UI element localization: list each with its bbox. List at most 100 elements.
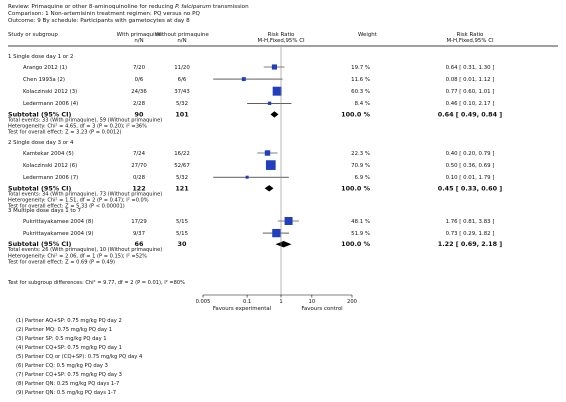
- study-ci: 0.77 [ 0.60, 1.01 ]: [446, 89, 495, 95]
- group-note: Heterogeneity: Chi² = 1.51, df = 2 (P = …: [8, 197, 149, 203]
- study-marker: [267, 101, 272, 105]
- study-name: Pukrittayakamee 2004 (8): [23, 219, 93, 225]
- study-marker: [265, 160, 276, 170]
- footnote: (7) Partner CQ+SP: 0.75 mg/kg PQ day 3: [16, 372, 122, 378]
- study-name: Ledermann 2006 (4): [23, 101, 78, 107]
- study-marker: [284, 217, 293, 225]
- favours-experimental: Favours experimental: [213, 306, 271, 312]
- group-title: 2 Single dose day 3 or 4: [8, 140, 74, 146]
- subtotal-without-n: 101: [175, 110, 188, 118]
- footnote: (2) Partner MQ: 0.75 mg/kg PQ day 1: [16, 327, 113, 333]
- study-marker: [241, 77, 246, 82]
- footnote: (6) Partner CQ: 0.5 mg/kg PQ day 3: [16, 363, 108, 369]
- study-weight: 60.3 %: [351, 89, 370, 95]
- study-without-value: 16/22: [174, 151, 190, 157]
- subtotal-label: Subtotal (95% CI): [8, 110, 71, 118]
- study-name: Kamtekar 2004 (5): [23, 151, 74, 157]
- x-tick-label: 200: [347, 299, 357, 305]
- group-title: 1 Single dose day 1 or 2: [8, 54, 73, 60]
- col-header-risk-ratio: Risk Ratio: [268, 32, 295, 38]
- study-weight: 6.9 %: [355, 175, 370, 181]
- comparison-line: Comparison: 1 Non-artemisinin treatment …: [8, 11, 200, 17]
- study-without-value: 5/32: [176, 101, 188, 107]
- group-note: Total events: 26 (With primaquine), 10 (…: [7, 247, 162, 253]
- study-ci: 0.10 [ 0.01, 1.79 ]: [446, 175, 495, 181]
- study-weight: 8.4 %: [355, 101, 370, 107]
- study-name: Arango 2012 (1): [23, 65, 67, 71]
- col-header-without-n: n/N: [177, 38, 186, 44]
- study-weight: 51.9 %: [351, 231, 370, 237]
- study-with-value: 24/36: [131, 89, 147, 95]
- study-weight: 11.6 %: [351, 77, 370, 83]
- study-without-value: 5/15: [176, 219, 188, 225]
- x-tick-label: 0.1: [243, 299, 251, 305]
- col-header-method: M-H,Fixed,95% CI: [257, 38, 305, 44]
- col-header-without: Without primaquine: [155, 32, 209, 38]
- group-note: Total events: 33 (With primaquine), 59 (…: [7, 117, 162, 123]
- study-with-value: 17/29: [131, 219, 147, 225]
- group-note: Heterogeneity: Chi² = 2.06, df = 1 (P = …: [8, 253, 147, 259]
- subtotal-with-n: 90: [135, 110, 144, 118]
- x-tick-label: 1: [279, 299, 282, 305]
- study-ci: 1.76 [ 0.81, 3.83 ]: [446, 219, 495, 225]
- study-name: Ledermann 2006 (7): [23, 175, 78, 181]
- study-ci: 0.73 [ 0.29, 1.82 ]: [446, 231, 495, 237]
- group-title: 3 Multiple dose days 1 to 7: [8, 208, 81, 214]
- col-header-with-n: n/N: [134, 38, 143, 44]
- study-with-value: 0/28: [133, 175, 146, 181]
- subtotal-weight: 100.0 %: [341, 240, 370, 248]
- group-note: Total events: 34 (With primaquine), 73 (…: [7, 191, 162, 197]
- study-weight: 48.1 %: [351, 219, 370, 225]
- group-note: Test for overall effect: Z = 3.23 (P = 0…: [7, 130, 121, 136]
- subtotal-label: Subtotal (95% CI): [8, 184, 71, 192]
- study-without-value: 11/20: [174, 65, 190, 71]
- subtotal-with-n: 66: [135, 240, 144, 248]
- study-name: Chen 1993a (2): [23, 77, 65, 83]
- study-name: Kolaczinski 2012 (6): [23, 163, 77, 169]
- subtotal-diamond: [270, 111, 279, 118]
- subtotal-weight: 100.0 %: [341, 184, 370, 192]
- study-with-value: 9/37: [133, 231, 145, 237]
- study-weight: 70.9 %: [351, 163, 370, 169]
- col-header-risk-ratio-2: Risk Ratio: [457, 32, 484, 38]
- study-ci: 0.64 [ 0.31, 1.30 ]: [446, 65, 495, 71]
- study-marker: [264, 150, 271, 156]
- footnote: (1) Partner AQ+SP: 0.75 mg/kg PQ day 2: [16, 318, 122, 324]
- study-with-value: 2/28: [133, 101, 146, 107]
- group-note: Heterogeneity: Chi² = 4.65, df = 3 (P = …: [8, 124, 147, 130]
- footnote: (5) Partner CQ or (CQ+SP): 0.75 mg/kg PQ…: [16, 354, 143, 360]
- study-name: Kolaczinski 2012 (3): [23, 89, 77, 95]
- outcome-line: Outcome: 9 By schedule: Participants wit…: [8, 18, 190, 24]
- favours-control: Favours control: [301, 306, 342, 312]
- study-ci: 0.40 [ 0.20, 0.79 ]: [446, 151, 495, 157]
- study-with-value: 0/6: [135, 77, 144, 83]
- subtotal-without-n: 121: [175, 184, 188, 192]
- footnote: (9) Partner QN: 0.5 mg/kg PQ days 1-7: [16, 390, 117, 396]
- group-note: Test for overall effect: Z = 5.33 (P < 0…: [7, 204, 125, 210]
- study-with-value: 7/20: [133, 65, 146, 71]
- study-with-value: 7/24: [133, 151, 146, 157]
- subtotal-label: Subtotal (95% CI): [8, 240, 71, 248]
- subtotal-ci: 0.64 [ 0.49, 0.84 ]: [438, 110, 503, 118]
- footnote: (3) Partner SP: 0.5 mg/kg PQ day 1: [16, 336, 107, 342]
- study-marker: [271, 64, 277, 70]
- review-line: Review: Primaquine or other 8-aminoquino…: [8, 4, 249, 10]
- study-without-value: 5/32: [176, 175, 188, 181]
- study-marker: [245, 175, 249, 179]
- subtotal-with-n: 122: [132, 184, 145, 192]
- study-ci: 0.08 [ 0.01, 1.12 ]: [446, 77, 495, 83]
- subgroup-test: Test for subgroup differences: Chi² = 9.…: [7, 280, 185, 286]
- subtotal-diamond: [275, 241, 292, 248]
- study-with-value: 27/70: [131, 163, 147, 169]
- study-ci: 0.50 [ 0.36, 0.69 ]: [446, 163, 495, 169]
- footnote: (4) Partner CQ+SP: 0.75 mg/kg PQ day 1: [16, 345, 122, 351]
- study-name: Pukrittayakamee 2004 (9): [23, 231, 93, 237]
- col-header-method-2: M-H,Fixed,95% CI: [446, 38, 494, 44]
- subtotal-diamond: [264, 185, 274, 192]
- subtotal-weight: 100.0 %: [341, 110, 370, 118]
- study-weight: 22.3 %: [351, 151, 370, 157]
- col-header-with: With primaquine: [117, 32, 162, 38]
- study-weight: 19.7 %: [351, 65, 370, 71]
- study-without-value: 52/67: [174, 163, 190, 169]
